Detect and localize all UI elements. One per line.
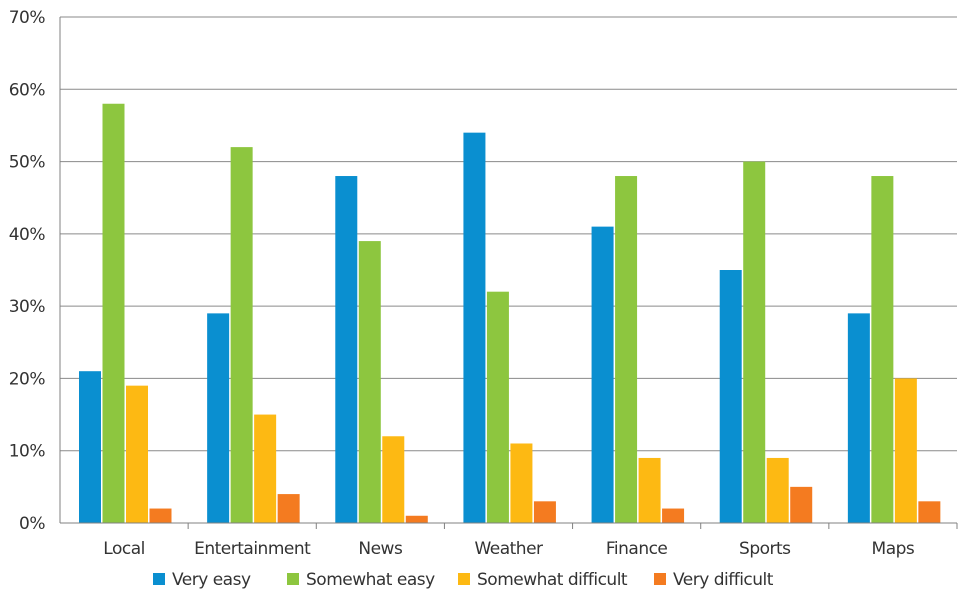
y-tick-label-20: 20% [9, 369, 46, 389]
legend-swatch-somewhat-difficult [458, 573, 470, 585]
y-tick-label-30: 30% [9, 297, 46, 317]
x-tick-label-news: News [358, 539, 403, 559]
bar-entertainment-very-difficult [277, 494, 300, 523]
x-axis [59, 17, 958, 529]
bar-news-very-easy [335, 176, 358, 523]
x-tick-label-sports: Sports [739, 539, 791, 559]
y-axis-tick-labels: 0% 10% 20% 30% 40% 50% 60% 70% [9, 8, 46, 534]
x-tick-label-weather: Weather [474, 539, 543, 559]
y-tick-label-10: 10% [9, 442, 46, 462]
x-tick-label-maps: Maps [872, 539, 915, 559]
bar-local-somewhat-difficult [126, 385, 148, 523]
bar-local-somewhat-easy [102, 103, 125, 523]
x-axis-category-labels: Local Entertainment News Weather Finance Spor… [103, 539, 915, 559]
legend-item-somewhat-difficult: Somewhat difficult [458, 570, 628, 590]
bar-maps-very-difficult [918, 501, 941, 523]
x-tick-label-local: Local [103, 539, 145, 559]
x-tick-label-finance: Finance [606, 539, 668, 559]
bar-sports-very-difficult [790, 486, 813, 523]
bar-sports-somewhat-difficult [766, 457, 789, 523]
bar-maps-somewhat-easy [871, 176, 894, 523]
legend-label-somewhat-difficult: Somewhat difficult [477, 570, 628, 590]
legend-swatch-very-difficult [654, 573, 666, 585]
bar-entertainment-very-easy [207, 313, 230, 523]
legend-swatch-somewhat-easy [287, 573, 299, 585]
bar-maps-somewhat-difficult [894, 378, 917, 523]
bar-local-very-easy [79, 371, 101, 523]
legend-label-somewhat-easy: Somewhat easy [306, 570, 435, 590]
legend: Very easy Somewhat easy Somewhat difficult… [153, 570, 774, 590]
legend-label-very-easy: Very easy [172, 570, 251, 590]
bar-weather-very-difficult [533, 501, 556, 523]
bar-news-somewhat-difficult [382, 436, 405, 523]
y-tick-label-70: 70% [9, 8, 46, 28]
y-tick-label-50: 50% [9, 153, 46, 173]
bars [79, 103, 941, 524]
bar-sports-somewhat-easy [743, 161, 766, 524]
bar-weather-very-easy [463, 132, 486, 523]
bar-news-somewhat-easy [358, 241, 381, 524]
legend-item-very-difficult: Very difficult [654, 570, 774, 590]
bar-local-very-difficult [149, 508, 172, 523]
legend-swatch-very-easy [153, 573, 165, 585]
bar-finance-somewhat-easy [615, 176, 638, 523]
bar-maps-very-easy [847, 313, 870, 523]
bar-sports-very-easy [719, 270, 742, 523]
bar-finance-somewhat-difficult [638, 457, 661, 523]
y-tick-label-0: 0% [19, 514, 45, 534]
bar-news-very-difficult [405, 515, 428, 523]
x-tick-label-entertainment: Entertainment [194, 539, 311, 559]
legend-item-somewhat-easy: Somewhat easy [287, 570, 436, 590]
bar-entertainment-somewhat-easy [230, 147, 253, 523]
y-tick-label-40: 40% [9, 225, 46, 245]
legend-item-very-easy: Very easy [153, 570, 251, 590]
bar-weather-somewhat-difficult [510, 443, 533, 523]
bar-entertainment-somewhat-difficult [254, 414, 277, 523]
bar-finance-very-difficult [662, 508, 685, 523]
y-tick-label-60: 60% [9, 80, 46, 100]
bar-weather-somewhat-easy [486, 291, 509, 523]
legend-label-very-difficult: Very difficult [673, 570, 774, 590]
bar-finance-very-easy [591, 226, 614, 523]
